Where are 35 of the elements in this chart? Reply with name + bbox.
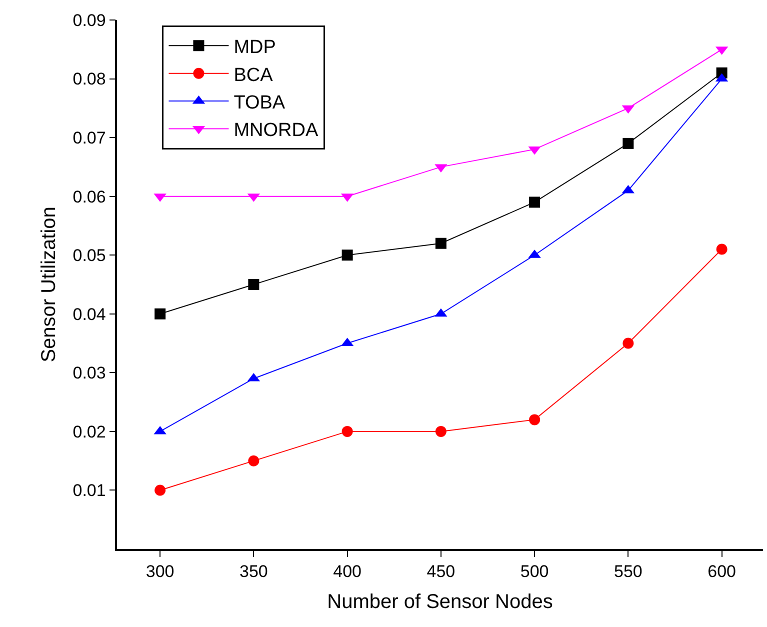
x-tick-label: 450 (426, 562, 456, 582)
y-tick-label: 0.05 (72, 246, 106, 266)
point (248, 455, 260, 466)
y-tick-label: 0.01 (72, 481, 106, 500)
point (154, 308, 166, 320)
legend-label: MDP (234, 37, 276, 58)
point (622, 138, 634, 149)
legend-label: MNORDA (234, 120, 318, 142)
x-tick-label: 350 (240, 562, 268, 582)
legend-label: TOBA (234, 92, 286, 114)
y-tick-label: 0.06 (72, 187, 106, 206)
legend-label: BCA (234, 64, 274, 86)
point (154, 484, 166, 496)
y-tick-label: 0.02 (72, 422, 106, 442)
x-tick-label: 600 (708, 562, 736, 582)
point (342, 426, 353, 437)
y-tick-label: 0.03 (72, 364, 106, 383)
point (435, 426, 446, 437)
x-axis-title: Number of Sensor Nodes (327, 591, 553, 614)
y-tick-label: 0.04 (72, 304, 106, 324)
y-axis-title: Sensor Utilization (38, 206, 60, 362)
x-tick-label: 400 (333, 562, 362, 582)
point (622, 338, 634, 349)
point (529, 414, 540, 426)
point (435, 238, 446, 249)
point (716, 244, 728, 255)
point (529, 196, 540, 208)
y-tick-label: 0.07 (72, 128, 106, 148)
x-tick-label: 500 (520, 562, 549, 582)
x-tick-label: 550 (614, 562, 642, 582)
y-tick-label: 0.08 (72, 70, 106, 89)
y-tick-label: 0.09 (72, 10, 106, 30)
x-tick-label: 300 (146, 562, 174, 582)
point (248, 279, 260, 290)
point (342, 250, 353, 261)
